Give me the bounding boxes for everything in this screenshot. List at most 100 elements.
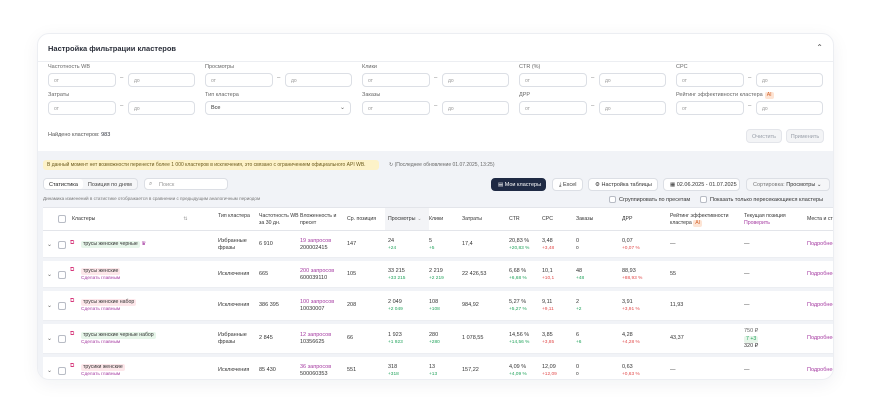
col-clicks[interactable]: Клики [429, 216, 444, 222]
expand-chevron-icon[interactable]: ⌄ [47, 241, 53, 248]
col-freq[interactable]: Частотность WB за 30 дн. [259, 213, 299, 226]
range-from-input[interactable]: от [676, 101, 744, 115]
expand-chevron-icon[interactable]: ⌄ [47, 367, 53, 374]
views-value: 33 215 +33 215 [388, 267, 406, 281]
search-input[interactable]: ⌕ Поиск [144, 178, 228, 190]
more-link[interactable]: Подробнее [807, 366, 834, 373]
refresh-icon[interactable]: ↻ [389, 162, 394, 168]
table-row[interactable]: ⌄ ⧉ трусы женские черные ♛ Избранные фразы 6… [43, 231, 834, 258]
group-by-presets-checkbox[interactable]: Сгруппировать по пресетам [609, 196, 690, 203]
col-cpc[interactable]: CPC [542, 216, 553, 222]
excel-button[interactable]: ⤓ Excel [552, 178, 583, 191]
more-link[interactable]: Подробнее [807, 302, 834, 308]
table-row[interactable]: ⌄ ⧉ трусы женские набор Сделать главным Искл… [43, 291, 834, 321]
nest-link[interactable]: 12 запросов [300, 332, 332, 338]
table-row[interactable]: ⌄ ⧉ трусы женские Сделать главным Исключения… [43, 261, 834, 288]
nest-link[interactable]: 36 запросов [300, 363, 332, 370]
row-separator [43, 258, 833, 261]
more-link[interactable]: Подробнее [807, 270, 834, 277]
checkbox-box[interactable] [700, 196, 707, 203]
range-to-input[interactable]: до [756, 73, 823, 87]
filter-label-text: Заказы [362, 92, 381, 98]
range-to-input[interactable]: до [442, 101, 509, 115]
range-from-input[interactable]: от [48, 73, 116, 87]
tab-statistics[interactable]: Статистика [44, 179, 83, 189]
range-from-input[interactable]: от [519, 73, 587, 87]
table-row[interactable]: ⌄ ⧉ трусики женские Сделать главным Исключен… [43, 357, 834, 379]
filter-label: Просмотры [205, 64, 234, 70]
make-main-link[interactable]: Сделать главным [81, 340, 121, 345]
external-link-icon[interactable]: ⧉ [70, 298, 75, 304]
col-views[interactable]: Просмотры ⌄ [385, 208, 429, 230]
show-intersecting-checkbox[interactable]: Показать только пересекающиеся кластеры [700, 196, 823, 203]
table-row[interactable]: ⌄ ⧉ трусы женские черные набор Сделать глав… [43, 324, 834, 354]
col-nest[interactable]: Вложенность и пресет [300, 213, 337, 226]
range-to-input[interactable]: до [128, 73, 195, 87]
nest-link[interactable]: 19 запросов [300, 237, 332, 244]
external-link-icon[interactable]: ⧉ [70, 362, 75, 369]
row-checkbox[interactable] [58, 240, 66, 249]
clicks-value: 108 +108 [429, 299, 440, 312]
my-clusters-button[interactable]: ▤ Мои кластеры [491, 178, 546, 191]
range-to-input[interactable]: до [285, 73, 352, 87]
col-current-position[interactable]: Текущая позиция Проверить [744, 213, 786, 226]
filter-header[interactable]: Настройка фильтрации кластеров ⌃ [38, 34, 833, 62]
nest-link[interactable]: 100 запросов [300, 299, 335, 305]
cluster-type: Исключения [218, 270, 250, 277]
crown-icon[interactable]: ♛ [141, 240, 147, 247]
row-separator [43, 288, 833, 291]
col-type[interactable]: Тип кластера [218, 213, 250, 219]
col-places[interactable]: Места и ст [807, 216, 833, 222]
chevron-up-icon[interactable]: ⌃ [816, 43, 823, 52]
range-from-input[interactable]: от [48, 101, 116, 115]
calendar-icon: ▦ [670, 182, 676, 188]
range-to-input[interactable]: до [599, 73, 666, 87]
found-count: Найдено кластеров: 983 [48, 132, 111, 138]
range-to-input[interactable]: до [599, 101, 666, 115]
row-checkbox[interactable] [58, 366, 66, 375]
clear-button[interactable]: Очистить [746, 129, 782, 143]
tab-position-by-day[interactable]: Позиция по дням [87, 182, 132, 188]
range-from-input[interactable]: от [519, 101, 587, 115]
make-main-link[interactable]: Сделать главным [81, 371, 121, 377]
col-clusters[interactable]: Кластеры ⇅ [72, 216, 188, 222]
range-from-input[interactable]: от [205, 73, 273, 87]
range-to-input[interactable]: до [756, 101, 823, 115]
row-checkbox[interactable] [58, 270, 66, 279]
col-ctr[interactable]: CTR [509, 216, 520, 222]
external-link-icon[interactable]: ⧉ [70, 331, 75, 337]
range-from-input[interactable]: от [362, 101, 430, 115]
cluster-type-select[interactable]: Все ⌄ [205, 101, 351, 115]
external-link-icon[interactable]: ⧉ [70, 266, 75, 273]
external-link-icon[interactable]: ⧉ [70, 239, 75, 246]
row-checkbox[interactable] [58, 302, 66, 310]
make-main-link[interactable]: Сделать главным [81, 275, 121, 281]
range-from-input[interactable]: от [362, 73, 430, 87]
freq-value: 665 [259, 270, 269, 277]
row-checkbox[interactable] [58, 335, 66, 343]
make-main-link[interactable]: Сделать главным [81, 307, 121, 312]
col-avg-pos[interactable]: Ср. позиция [347, 216, 377, 222]
expand-chevron-icon[interactable]: ⌄ [47, 271, 53, 278]
check-link[interactable]: Проверить [744, 219, 770, 226]
range-to-input[interactable]: до [128, 101, 195, 115]
range-to-input[interactable]: до [442, 73, 509, 87]
range-from-input[interactable]: от [676, 73, 744, 87]
ctr-value: 14,56 % +14,56 % [509, 332, 530, 345]
date-range-picker[interactable]: ▦ 02.06.2025 - 01.07.2025 [663, 178, 740, 191]
apply-button[interactable]: Применить [786, 129, 824, 143]
sort-select[interactable]: Сортировка: Просмотры ⌄ [746, 178, 830, 191]
select-all-checkbox[interactable] [58, 215, 66, 223]
col-drr[interactable]: ДРР [622, 216, 633, 222]
cpc-value: 12,09 +12,09 [542, 363, 557, 377]
nest-link[interactable]: 200 запросов [300, 267, 335, 274]
col-orders[interactable]: Заказы [576, 216, 594, 222]
more-link[interactable]: Подробнее [807, 240, 834, 247]
expand-chevron-icon[interactable]: ⌄ [47, 336, 53, 342]
more-link[interactable]: Подробнее [807, 335, 834, 341]
table-settings-button[interactable]: ⚙ Настройка таблицы [588, 178, 658, 191]
expand-chevron-icon[interactable]: ⌄ [47, 303, 53, 309]
col-costs[interactable]: Затраты [462, 216, 483, 222]
checkbox-box[interactable] [609, 196, 616, 203]
col-rating[interactable]: Рейтинг эффективности кластера AI [670, 213, 729, 227]
